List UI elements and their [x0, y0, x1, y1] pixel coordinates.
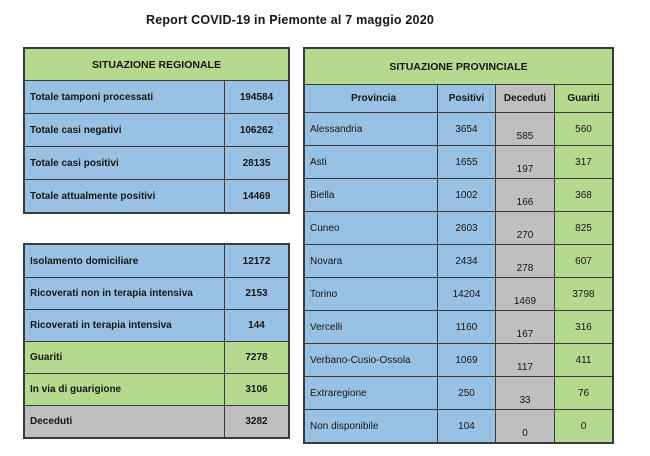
- row-label: Totale casi negativi: [25, 114, 224, 146]
- positivi-cell: 1160: [437, 311, 495, 343]
- positivi-cell: 1002: [437, 179, 495, 211]
- row-label: Totale tamponi processati: [25, 81, 224, 113]
- province-name-cell: Verbano-Cusio-Ossola: [305, 344, 437, 376]
- positivi-cell: 3654: [437, 113, 495, 145]
- deceduti-cell: 117: [495, 344, 554, 376]
- province-name-cell: Alessandria: [305, 113, 437, 145]
- positivi-cell: 250: [437, 377, 495, 409]
- regional-detail-table: Isolamento domiciliare 12172 Ricoverati …: [23, 243, 290, 439]
- province-name-cell: Novara: [305, 245, 437, 277]
- deceduti-cell: 278: [495, 245, 554, 277]
- deceduti-cell: 166: [495, 179, 554, 211]
- row-label: Totale casi positivi: [25, 147, 224, 179]
- positivi-cell: 14204: [437, 278, 495, 310]
- guariti-cell: 607: [554, 245, 612, 277]
- province-name-cell: Vercelli: [305, 311, 437, 343]
- table-row: Guariti 7278: [25, 341, 288, 373]
- province-name-cell: Cuneo: [305, 212, 437, 244]
- guariti-cell: 411: [554, 344, 612, 376]
- province-name-cell: Torino: [305, 278, 437, 310]
- row-value: 7278: [224, 342, 288, 373]
- column-header-deceduti: Deceduti: [495, 85, 554, 112]
- column-header-row: Provincia Positivi Deceduti Guariti: [305, 84, 612, 112]
- row-label: Deceduti: [25, 406, 224, 437]
- provincial-table-header: SITUAZIONE PROVINCIALE: [305, 49, 612, 84]
- guariti-cell: 825: [554, 212, 612, 244]
- province-name-cell: Non disponibile: [305, 410, 437, 442]
- positivi-cell: 2603: [437, 212, 495, 244]
- column-header-guariti: Guariti: [554, 85, 612, 112]
- report-title: Report COVID-19 in Piemonte al 7 maggio …: [145, 13, 435, 27]
- guariti-cell: 317: [554, 146, 612, 178]
- province-row: Cuneo 2603 270 825: [305, 211, 612, 244]
- row-label: In via di guarigione: [25, 374, 224, 405]
- regional-summary-table: SITUAZIONE REGIONALE Totale tamponi proc…: [23, 47, 290, 214]
- deceduti-cell: 167: [495, 311, 554, 343]
- row-value: 14469: [224, 180, 288, 212]
- deceduti-cell: 1469: [495, 278, 554, 310]
- table-row: Isolamento domiciliare 12172: [25, 245, 288, 277]
- table-row: Ricoverati non in terapia intensiva 2153: [25, 277, 288, 309]
- province-row: Extraregione 250 33 76: [305, 376, 612, 409]
- table-row: Totale tamponi processati 194584: [25, 80, 288, 113]
- deceduti-cell: 585: [495, 113, 554, 145]
- table-row: Ricoverati in terapia intensiva 144: [25, 309, 288, 341]
- guariti-cell: 0: [554, 410, 612, 442]
- deceduti-cell: 197: [495, 146, 554, 178]
- row-label: Ricoverati non in terapia intensiva: [25, 278, 224, 309]
- guariti-cell: 368: [554, 179, 612, 211]
- deceduti-cell: 270: [495, 212, 554, 244]
- province-row: Novara 2434 278 607: [305, 244, 612, 277]
- row-value: 194584: [224, 81, 288, 113]
- table-row: Totale attualmente positivi 14469: [25, 179, 288, 212]
- row-label: Isolamento domiciliare: [25, 245, 224, 277]
- province-row: Non disponibile 104 0 0: [305, 409, 612, 442]
- province-name-cell: Asti: [305, 146, 437, 178]
- row-value: 3106: [224, 374, 288, 405]
- guariti-cell: 560: [554, 113, 612, 145]
- province-row: Vercelli 1160 167 316: [305, 310, 612, 343]
- guariti-cell: 3798: [554, 278, 612, 310]
- positivi-cell: 104: [437, 410, 495, 442]
- row-value: 2153: [224, 278, 288, 309]
- column-header-provincia: Provincia: [305, 85, 437, 112]
- row-label: Totale attualmente positivi: [25, 180, 224, 212]
- table-row: Totale casi positivi 28135: [25, 146, 288, 179]
- positivi-cell: 1655: [437, 146, 495, 178]
- deceduti-cell: 0: [495, 410, 554, 442]
- table-row: In via di guarigione 3106: [25, 373, 288, 405]
- table-row: Totale casi negativi 106262: [25, 113, 288, 146]
- row-value: 144: [224, 310, 288, 341]
- row-value: 12172: [224, 245, 288, 277]
- province-row: Biella 1002 166 368: [305, 178, 612, 211]
- province-row: Torino 14204 1469 3798: [305, 277, 612, 310]
- column-header-positivi: Positivi: [437, 85, 495, 112]
- row-value: 106262: [224, 114, 288, 146]
- guariti-cell: 316: [554, 311, 612, 343]
- table-row: Deceduti 3282: [25, 405, 288, 437]
- row-label: Ricoverati in terapia intensiva: [25, 310, 224, 341]
- row-label: Guariti: [25, 342, 224, 373]
- province-row: Verbano-Cusio-Ossola 1069 117 411: [305, 343, 612, 376]
- deceduti-cell: 33: [495, 377, 554, 409]
- guariti-cell: 76: [554, 377, 612, 409]
- row-value: 28135: [224, 147, 288, 179]
- province-row: Asti 1655 197 317: [305, 145, 612, 178]
- province-name-cell: Extraregione: [305, 377, 437, 409]
- provincial-table: SITUAZIONE PROVINCIALE Provincia Positiv…: [303, 47, 614, 444]
- regional-table-header: SITUAZIONE REGIONALE: [25, 49, 288, 80]
- province-row: Alessandria 3654 585 560: [305, 112, 612, 145]
- row-value: 3282: [224, 406, 288, 437]
- positivi-cell: 2434: [437, 245, 495, 277]
- province-name-cell: Biella: [305, 179, 437, 211]
- positivi-cell: 1069: [437, 344, 495, 376]
